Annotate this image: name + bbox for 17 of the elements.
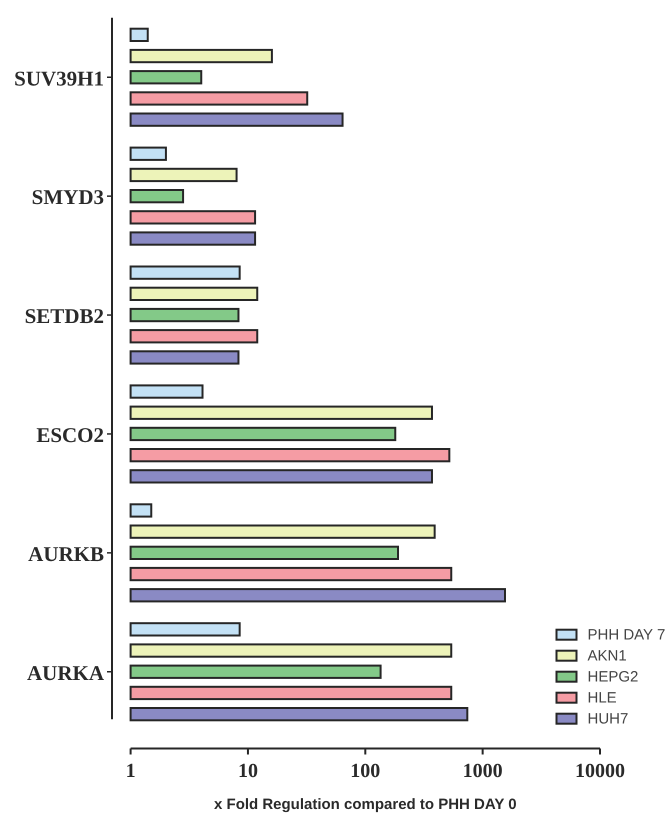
legend-label: HLE: [588, 690, 617, 707]
x-tick-label: 10: [238, 760, 258, 782]
y-tick-label: SUV39H1: [14, 66, 104, 90]
legend-label: AKN1: [588, 648, 627, 665]
legend-label: HUH7: [588, 710, 628, 728]
y-tick-label: AURKB: [28, 542, 104, 566]
y-tick-label: ESCO2: [36, 422, 104, 447]
x-tick-label: 1: [126, 760, 136, 782]
legend-label: PHH DAY 7: [588, 626, 666, 644]
legend-label: HEPG2: [588, 668, 638, 686]
y-tick-label: SMYD3: [32, 185, 104, 210]
y-tick-label: AURKA: [27, 660, 105, 685]
x-tick-label: 100: [350, 760, 380, 782]
y-tick-label: SETDB2: [24, 304, 104, 328]
x-tick-label: 10000: [575, 760, 625, 782]
x-axis-title: x Fold Regulation compared to PHH DAY 0: [214, 796, 517, 813]
x-tick-label: 1000: [462, 760, 503, 782]
